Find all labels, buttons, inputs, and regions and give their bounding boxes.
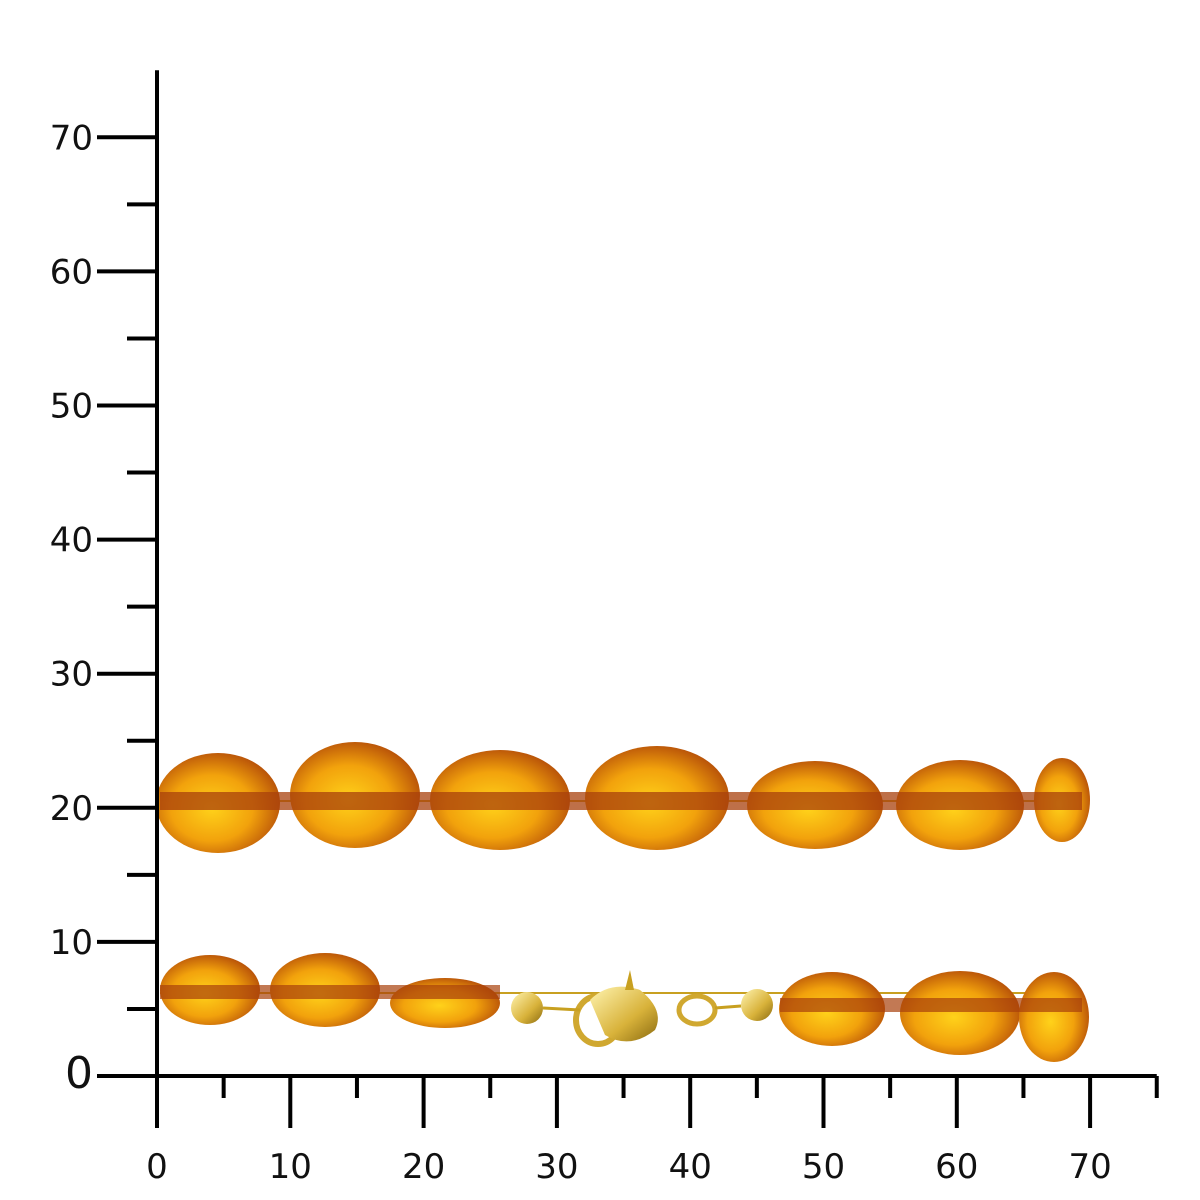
x-tick-label: 60: [935, 1147, 978, 1187]
x-tick-label: 10: [269, 1147, 312, 1187]
x-tick-label: 70: [1068, 1147, 1111, 1187]
necklace: [156, 742, 1090, 1062]
x-tick-label: 20: [402, 1147, 445, 1187]
x-tick-label: 0: [146, 1147, 168, 1187]
y-tick-label: 30: [50, 655, 93, 695]
x-tick-label: 50: [802, 1147, 845, 1187]
y-tick-label: 20: [50, 789, 93, 829]
x-tick-label: 30: [535, 1147, 578, 1187]
y-tick-label: 70: [50, 118, 93, 158]
axes: 0 10 20 30 40 50 60 70 0 10 20 30 40 50 60 70: [50, 70, 1159, 1187]
y-tick-label: 0: [65, 1048, 93, 1099]
y-tick-label: 10: [50, 923, 93, 963]
y-tick-label: 40: [50, 521, 93, 561]
y-tick-label: 50: [50, 387, 93, 427]
y-tick-label: 60: [50, 252, 93, 292]
x-tick-label: 40: [669, 1147, 712, 1187]
